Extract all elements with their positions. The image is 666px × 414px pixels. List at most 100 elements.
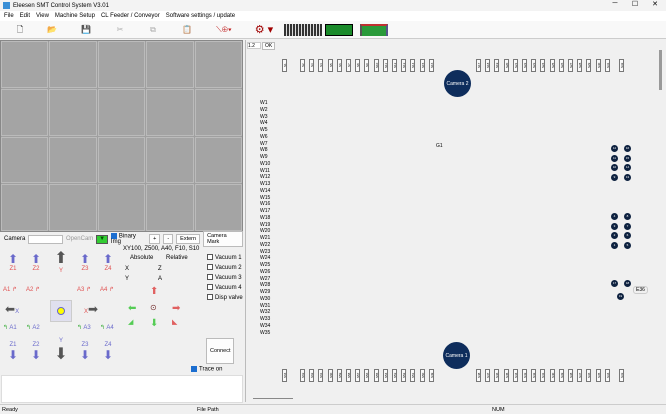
conveyor-up-button[interactable]: ⬆ bbox=[150, 286, 159, 297]
nozzle-station[interactable]: 7 bbox=[624, 223, 631, 230]
top-feeder-slot[interactable]: S28 bbox=[577, 59, 583, 72]
bottom-feeder-slot[interactable]: S45 bbox=[503, 369, 509, 382]
bottom-feeder-slot[interactable]: S41 bbox=[540, 369, 546, 382]
a1-rotate-ccw-button[interactable]: ↰ A1 bbox=[3, 325, 17, 331]
z2-up-button[interactable]: ⬆ Z2 bbox=[30, 252, 42, 272]
new-file-icon[interactable]: 🗋 bbox=[16, 25, 24, 34]
x-plus-button[interactable]: X➡ bbox=[84, 302, 99, 316]
a4-rotate-cw-button[interactable]: A4 ↱ bbox=[100, 287, 115, 293]
open-folder-icon[interactable]: 📂 bbox=[47, 25, 57, 34]
menu-edit[interactable]: Edit bbox=[19, 13, 31, 19]
camera-toggle-button[interactable]: ▼ bbox=[96, 234, 108, 244]
menu-cl-feeder[interactable]: CL Feeder / Conveyor bbox=[100, 13, 160, 19]
feeder-icon[interactable] bbox=[284, 24, 322, 36]
menu-view[interactable]: View bbox=[36, 13, 49, 19]
cut-icon[interactable]: ✂ bbox=[116, 25, 124, 34]
camera-mark-button[interactable]: Camera Mark bbox=[203, 231, 244, 247]
top-feeder-slot[interactable]: S20 bbox=[503, 59, 509, 72]
nozzle-station[interactable]: 9 bbox=[611, 174, 618, 181]
close-button[interactable]: ✕ bbox=[652, 1, 658, 8]
paste-icon[interactable]: 📋 bbox=[182, 25, 192, 34]
bottom-feeder-slot[interactable]: S42 bbox=[531, 369, 537, 382]
top-feeder-slot[interactable]: S2 bbox=[300, 59, 305, 72]
nozzle-station[interactable]: 3 bbox=[611, 223, 618, 230]
bottom-feeder-slot[interactable]: S40 bbox=[549, 369, 555, 382]
home-button[interactable] bbox=[50, 300, 72, 322]
nozzle-station[interactable]: 14 bbox=[624, 164, 631, 171]
bottom-feeder-slot[interactable]: S53 bbox=[392, 369, 397, 382]
bottom-feeder-slot[interactable]: S54 bbox=[382, 369, 388, 382]
top-feeder-slot[interactable]: S14 bbox=[410, 59, 416, 72]
extern-button[interactable]: Extern bbox=[176, 234, 201, 244]
bottom-feeder-slot[interactable]: S61 bbox=[318, 369, 324, 382]
bottom-feeder-slot[interactable]: S60 bbox=[327, 369, 333, 382]
nozzle-station[interactable]: 4 bbox=[611, 213, 618, 220]
connect-button[interactable]: Connect bbox=[206, 338, 234, 364]
top-feeder-slot[interactable]: S27 bbox=[568, 59, 573, 72]
top-feeder-slot[interactable]: S17 bbox=[476, 59, 481, 72]
bottom-feeder-slot[interactable]: S58 bbox=[346, 369, 351, 382]
nozzle-station[interactable]: 15 bbox=[624, 155, 631, 162]
bottom-feeder-slot[interactable]: S48 bbox=[476, 369, 481, 382]
camera-1-marker[interactable]: Camera 1 bbox=[443, 342, 470, 369]
a2-rotate-ccw-button[interactable]: ↰ A2 bbox=[26, 325, 40, 331]
menu-file[interactable]: File bbox=[4, 13, 14, 19]
top-feeder-slot[interactable]: S19 bbox=[494, 59, 500, 72]
top-feeder-slot[interactable]: S31 bbox=[604, 59, 610, 72]
top-feeder-slot[interactable]: S24 bbox=[540, 59, 546, 72]
menu-software-settings[interactable]: Software settings / update bbox=[165, 13, 236, 19]
top-feeder-slot[interactable]: S9 bbox=[364, 59, 370, 72]
bottom-feeder-slot[interactable]: S62 bbox=[309, 369, 315, 382]
z3-down-button[interactable]: Z3 ⬇ bbox=[79, 342, 91, 362]
bottom-feeder-slot[interactable]: S33 bbox=[619, 369, 624, 382]
camera-select[interactable] bbox=[28, 234, 63, 244]
z1-down-button[interactable]: Z1 ⬇ bbox=[7, 342, 19, 362]
conveyor-down-button[interactable]: ⬇ bbox=[150, 318, 159, 329]
green-left-button[interactable]: ⬅ bbox=[128, 303, 137, 314]
bottom-feeder-slot[interactable]: S50 bbox=[419, 369, 425, 382]
zoom-plus-button[interactable]: + bbox=[149, 234, 161, 244]
z4-down-button[interactable]: Z4 ⬇ bbox=[102, 342, 114, 362]
bottom-feeder-slot[interactable]: S51 bbox=[410, 369, 416, 382]
top-feeder-slot[interactable]: S7 bbox=[346, 59, 351, 72]
bottom-feeder-slot[interactable]: S63 bbox=[300, 369, 305, 382]
top-feeder-slot[interactable]: S29 bbox=[586, 59, 592, 72]
z3-up-button[interactable]: ⬆ Z3 bbox=[79, 252, 91, 272]
top-feeder-slot[interactable]: S15 bbox=[419, 59, 425, 72]
red-slant-button[interactable]: ◣ bbox=[172, 319, 178, 326]
trace-on-checkbox[interactable]: Trace on bbox=[191, 366, 222, 373]
bottom-feeder-slot[interactable]: S55 bbox=[373, 369, 379, 382]
bottom-feeder-slot[interactable]: S37 bbox=[577, 369, 583, 382]
z4-up-button[interactable]: ⬆ Z4 bbox=[102, 252, 114, 272]
vacuum-4-checkbox[interactable]: Vacuum 4 bbox=[207, 283, 243, 293]
nozzle-station[interactable]: 5 bbox=[624, 242, 631, 249]
controller-board-icon[interactable] bbox=[325, 24, 353, 36]
bottom-feeder-slot[interactable]: S34 bbox=[604, 369, 610, 382]
a3-rotate-ccw-button[interactable]: ↰ A3 bbox=[77, 325, 91, 331]
a1-rotate-cw-button[interactable]: A1 ↱ bbox=[3, 287, 18, 293]
top-feeder-slot[interactable]: S22 bbox=[522, 59, 527, 72]
nozzle-station[interactable]: 2 bbox=[611, 232, 618, 239]
top-feeder-slot[interactable]: S23 bbox=[531, 59, 537, 72]
nozzle-station[interactable]: 17 bbox=[611, 280, 618, 287]
binary-img-checkbox[interactable]: Binary Img bbox=[110, 232, 136, 246]
y-minus-button[interactable]: Y ⬇ bbox=[54, 338, 68, 363]
bottom-feeder-slot[interactable]: S47 bbox=[485, 369, 491, 382]
top-feeder-slot[interactable]: S16 bbox=[428, 59, 434, 72]
top-feeder-slot[interactable]: S32 bbox=[619, 59, 624, 72]
a4-rotate-ccw-button[interactable]: ↰ A4 bbox=[100, 325, 114, 331]
x-minus-button[interactable]: ⬅X bbox=[5, 302, 20, 316]
vacuum-2-checkbox[interactable]: Vacuum 2 bbox=[207, 263, 243, 273]
a2-rotate-cw-button[interactable]: A2 ↱ bbox=[26, 287, 41, 293]
top-feeder-slot[interactable]: S25 bbox=[549, 59, 555, 72]
z1-up-button[interactable]: ⬆ Z1 bbox=[7, 252, 19, 272]
machine-layout-canvas[interactable]: 1.2 OK S1 S2 S3 S4 S5 S6 S7 S8 S9 S10 S11 S12 S13 S14… bbox=[245, 40, 655, 402]
center-point-button[interactable]: ⊙ bbox=[150, 303, 157, 312]
nozzle-station[interactable]: 10 bbox=[611, 164, 618, 171]
crosshair-tool-icon[interactable]: ⟍⊕▾ bbox=[216, 25, 232, 34]
z2-down-button[interactable]: Z2 ⬇ bbox=[30, 342, 42, 362]
bottom-feeder-slot[interactable]: S59 bbox=[336, 369, 342, 382]
bottom-feeder-slot[interactable]: S49 bbox=[428, 369, 434, 382]
bottom-feeder-slot[interactable]: S44 bbox=[512, 369, 518, 382]
gear-icon[interactable]: ⚙ ▾ bbox=[254, 24, 274, 36]
